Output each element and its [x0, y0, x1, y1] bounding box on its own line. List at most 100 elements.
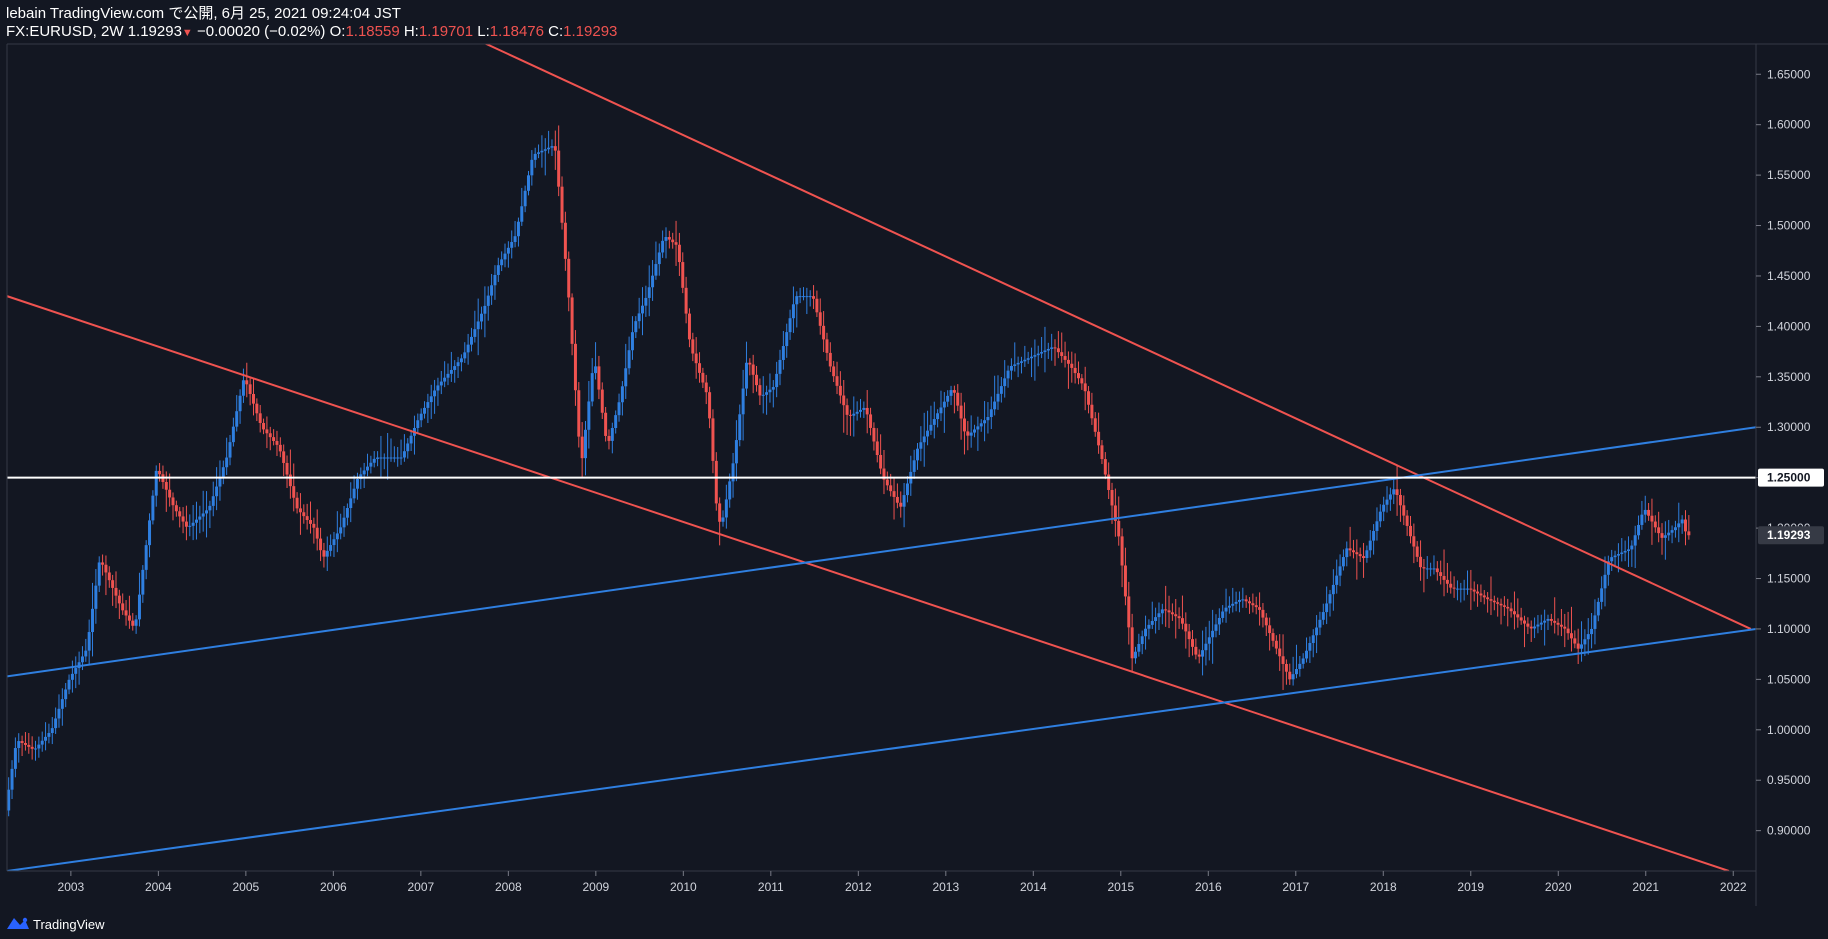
- tradingview-logo-icon[interactable]: [6, 916, 30, 930]
- trendline-blue-4[interactable]: [7, 627, 1756, 871]
- candle-body: [406, 443, 410, 452]
- candle-body: [1372, 530, 1376, 541]
- publish-info: lebain TradingView.com で公開, 6月 25, 2021 …: [6, 4, 401, 24]
- candle-body: [979, 423, 983, 427]
- candle-body: [50, 728, 54, 734]
- candle-body: [1583, 639, 1587, 645]
- candle-body: [396, 457, 400, 459]
- candle-body: [80, 656, 84, 663]
- price-chart[interactable]: 0.90000 0.95000 1.00000 1.05000 1.10000 1.150…: [0, 0, 1828, 906]
- candle-body: [1248, 601, 1252, 604]
- candle-body: [1670, 530, 1674, 533]
- tradingview-brand[interactable]: TradingView: [33, 917, 105, 932]
- candle-body: [1553, 620, 1557, 623]
- candle-body: [429, 396, 433, 403]
- candle-body: [1214, 624, 1218, 631]
- candle-body: [1231, 603, 1235, 606]
- candle-body: [1633, 535, 1637, 546]
- candle-body: [993, 401, 997, 410]
- candle-body: [828, 352, 832, 367]
- time-tick-label: 2014: [1020, 880, 1047, 894]
- candle-body: [1385, 499, 1389, 505]
- candle-body: [1593, 615, 1597, 629]
- candle-body: [1087, 391, 1091, 405]
- last-price-label: 1.19293: [1767, 528, 1811, 542]
- price-tick-label: 1.35000: [1767, 370, 1811, 384]
- symbol-label[interactable]: FX:EURUSD, 2W: [6, 23, 124, 40]
- candle-body: [657, 252, 661, 265]
- trendline-red-1[interactable]: [465, 34, 1752, 630]
- candle-body: [1083, 383, 1087, 392]
- candle-body: [117, 595, 121, 604]
- candle-body: [882, 468, 886, 480]
- candle-body: [191, 522, 195, 526]
- candle-body: [1040, 352, 1044, 354]
- candle-body: [148, 520, 152, 546]
- candle-body: [795, 296, 799, 305]
- candle-body: [573, 343, 577, 391]
- candle-body: [423, 407, 427, 414]
- price-tick-label: 1.65000: [1767, 67, 1811, 81]
- candle-body: [198, 516, 202, 520]
- candle-body: [171, 497, 175, 506]
- candle-body: [1127, 596, 1131, 628]
- candle-body: [694, 353, 698, 364]
- candle-body: [456, 362, 460, 367]
- candle-body: [114, 587, 118, 596]
- candle-body: [1439, 572, 1443, 577]
- price-axis[interactable]: 0.90000 0.95000 1.00000 1.05000 1.10000 1.150…: [1756, 67, 1811, 838]
- candle-body: [480, 313, 484, 322]
- candle-body: [342, 517, 346, 528]
- candle-body: [366, 466, 370, 471]
- candle-body: [1237, 599, 1241, 602]
- candle-body: [641, 305, 645, 314]
- trendline-blue-3[interactable]: [7, 426, 1756, 678]
- time-axis[interactable]: 2003 2004 2005 2006 2007 2008 2009 2010 2011 2012…: [58, 871, 1747, 894]
- candle-body: [500, 259, 504, 266]
- candle-body: [84, 650, 88, 657]
- candle-body: [1492, 600, 1496, 603]
- candle-body: [1006, 370, 1010, 379]
- candle-body: [1030, 356, 1034, 359]
- candle-body: [355, 479, 359, 489]
- candle-body: [1080, 378, 1084, 384]
- candle-body: [855, 411, 859, 414]
- candle-body: [1338, 566, 1342, 576]
- candle-body: [664, 237, 668, 241]
- candle-body: [1056, 348, 1060, 353]
- candle-body: [268, 433, 272, 438]
- candle-body: [1264, 617, 1268, 626]
- candle-body: [889, 485, 893, 492]
- candle-body: [1616, 554, 1620, 556]
- candle-body: [238, 395, 242, 412]
- candle-body: [1060, 352, 1064, 357]
- candle-body: [1559, 624, 1563, 627]
- candle-body: [1402, 505, 1406, 516]
- candle-body: [309, 519, 313, 524]
- candle-body: [292, 486, 296, 498]
- candle-body: [630, 332, 634, 351]
- candle-body: [315, 527, 319, 539]
- candle-body: [1258, 607, 1262, 610]
- candle-body: [912, 460, 916, 472]
- candle-body: [510, 242, 514, 248]
- candle-body: [962, 418, 966, 432]
- price-tick-label: 1.30000: [1767, 420, 1811, 434]
- candle-body: [540, 150, 544, 153]
- candle-body: [530, 159, 534, 176]
- time-tick-label: 2016: [1195, 880, 1222, 894]
- candle-body: [1375, 521, 1379, 531]
- candle-body: [681, 262, 685, 288]
- ohlc-legend[interactable]: FX:EURUSD, 2W 1.19293▼ −0.00020 (−0.02%)…: [6, 22, 617, 43]
- candle-body: [788, 318, 792, 333]
- candle-body: [44, 736, 48, 741]
- candle-body: [936, 413, 940, 420]
- candle-body: [262, 422, 266, 430]
- candle-body: [362, 470, 366, 475]
- candle-body: [1160, 609, 1164, 614]
- candle-body: [785, 332, 789, 347]
- candle-body: [744, 362, 748, 389]
- candle-body: [1100, 445, 1104, 460]
- candle-body: [496, 265, 500, 275]
- trendline-red-2[interactable]: [7, 295, 1730, 871]
